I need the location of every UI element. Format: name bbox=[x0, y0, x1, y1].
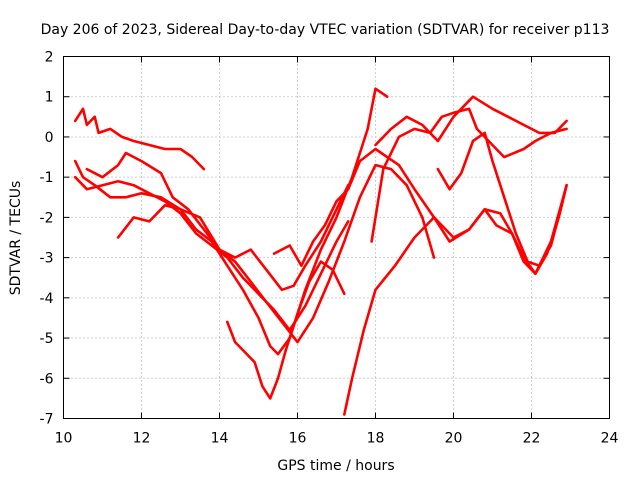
series-s11 bbox=[436, 131, 565, 268]
y-tick-label: -3 bbox=[40, 251, 54, 267]
y-tick-label: 2 bbox=[45, 50, 54, 66]
y-tick-label: -4 bbox=[40, 291, 54, 307]
y-tick-label: -7 bbox=[40, 412, 54, 428]
x-tick-label: 18 bbox=[367, 431, 385, 447]
x-tick-label: 16 bbox=[289, 431, 307, 447]
chart-title: Day 206 of 2023, Sidereal Day-to-day VTE… bbox=[41, 22, 610, 38]
y-tick-label: -2 bbox=[40, 210, 54, 226]
grid-layer bbox=[63, 56, 610, 419]
y-tick-label: -6 bbox=[40, 371, 54, 387]
y-tick-label: 1 bbox=[45, 90, 54, 106]
x-axis-label: GPS time / hours bbox=[277, 458, 394, 474]
x-tick-label: 14 bbox=[211, 431, 229, 447]
series-s8 bbox=[342, 183, 568, 416]
series-s9 bbox=[370, 107, 568, 243]
x-tick-label: 10 bbox=[55, 431, 73, 447]
series-s1 bbox=[73, 107, 206, 171]
x-tick-label: 22 bbox=[523, 431, 541, 447]
y-tick-label: -1 bbox=[40, 170, 54, 186]
series-s6 bbox=[226, 260, 346, 400]
y-tick-label: -5 bbox=[40, 331, 54, 347]
x-tick-label: 24 bbox=[601, 431, 619, 447]
series-s4 bbox=[85, 151, 436, 344]
y-tick-label: 0 bbox=[45, 130, 54, 146]
x-tick-label: 12 bbox=[133, 431, 151, 447]
plot-frame bbox=[63, 56, 610, 419]
y-axis-label: SDTVAR / TECUs bbox=[8, 181, 24, 296]
series-layer bbox=[73, 87, 568, 416]
x-tick-label: 20 bbox=[445, 431, 463, 447]
series-s3 bbox=[73, 175, 350, 332]
series-s10 bbox=[374, 95, 568, 147]
